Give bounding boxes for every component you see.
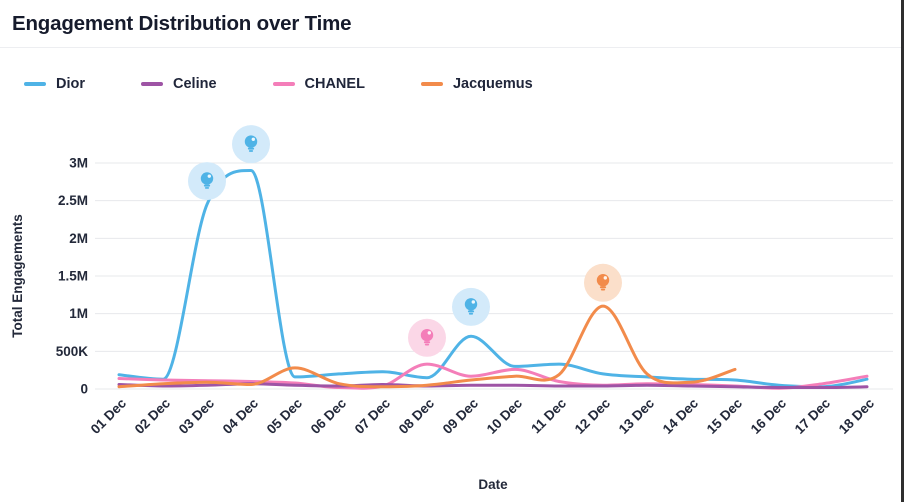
window-edge-strip [901, 0, 904, 502]
y-axis-title: Total Engagements [10, 214, 25, 338]
x-tick-label: 01 Dec [88, 395, 130, 437]
y-tick-label: 2.5M [58, 193, 88, 208]
x-tick-label: 02 Dec [132, 395, 174, 437]
lightbulb-icon [464, 298, 478, 315]
legend-label: CHANEL [304, 76, 365, 92]
legend-item-chanel[interactable]: CHANEL [272, 76, 365, 92]
x-tick-label: 03 Dec [176, 395, 218, 437]
legend-swatch [420, 82, 443, 86]
y-tick-label: 1M [69, 306, 88, 321]
x-tick-label: 09 Dec [440, 395, 482, 437]
x-tick-label: 16 Dec [748, 395, 790, 437]
x-tick-label: 07 Dec [352, 395, 394, 437]
annotation-bubble-12-dec[interactable] [584, 263, 622, 302]
legend-swatch [24, 82, 46, 86]
legend-swatch [272, 82, 295, 86]
legend-item-celine[interactable]: Celine [141, 76, 217, 92]
legend-label: Jacquemus [452, 76, 533, 92]
lightbulb-icon [244, 135, 258, 152]
x-tick-label: 05 Dec [264, 395, 306, 437]
annotation-bubble-09-dec[interactable] [452, 287, 490, 326]
legend-item-dior[interactable]: Dior [24, 76, 85, 92]
y-tick-label: 0 [80, 382, 88, 397]
x-tick-label: 13 Dec [616, 395, 658, 437]
y-tick-label: 2M [69, 231, 88, 246]
x-tick-label: 11 Dec [528, 395, 569, 436]
legend-label: Celine [173, 76, 217, 92]
y-tick-label: 3M [69, 156, 88, 171]
x-tick-label: 15 Dec [704, 395, 746, 437]
x-tick-label: 17 Dec [792, 395, 834, 437]
lightbulb-icon [420, 328, 434, 346]
x-axis-title: Date [478, 477, 508, 492]
lightbulb-icon [596, 273, 610, 291]
legend-swatch [141, 82, 163, 86]
annotation-bubble-04-dec[interactable] [232, 125, 270, 164]
y-tick-label: 1.5M [58, 269, 88, 284]
series-line-jacquemus [117, 304, 737, 389]
x-tick-label: 06 Dec [308, 395, 350, 437]
annotation-bubble-03-dec[interactable] [188, 162, 226, 201]
legend-label: Dior [56, 76, 85, 92]
x-tick-label: 14 Dec [660, 395, 702, 437]
x-tick-label: 04 Dec [220, 395, 262, 437]
x-tick-label: 18 Dec [836, 395, 878, 437]
chart-header: Engagement Distribution over Time [0, 0, 904, 48]
series-line-dior [117, 168, 869, 389]
x-tick-label: 08 Dec [396, 395, 438, 437]
x-tick-label: 12 Dec [572, 395, 614, 437]
y-tick-label: 500K [56, 344, 89, 359]
annotation-bubble-08-dec[interactable] [408, 318, 446, 357]
lightbulb-icon [200, 172, 214, 189]
legend-item-jacquemus[interactable]: Jacquemus [420, 76, 533, 92]
page-title: Engagement Distribution over Time [12, 11, 352, 35]
x-tick-label: 10 Dec [484, 395, 526, 437]
chart-legend: Dior Celine CHANEL Jacquemus [24, 76, 533, 92]
